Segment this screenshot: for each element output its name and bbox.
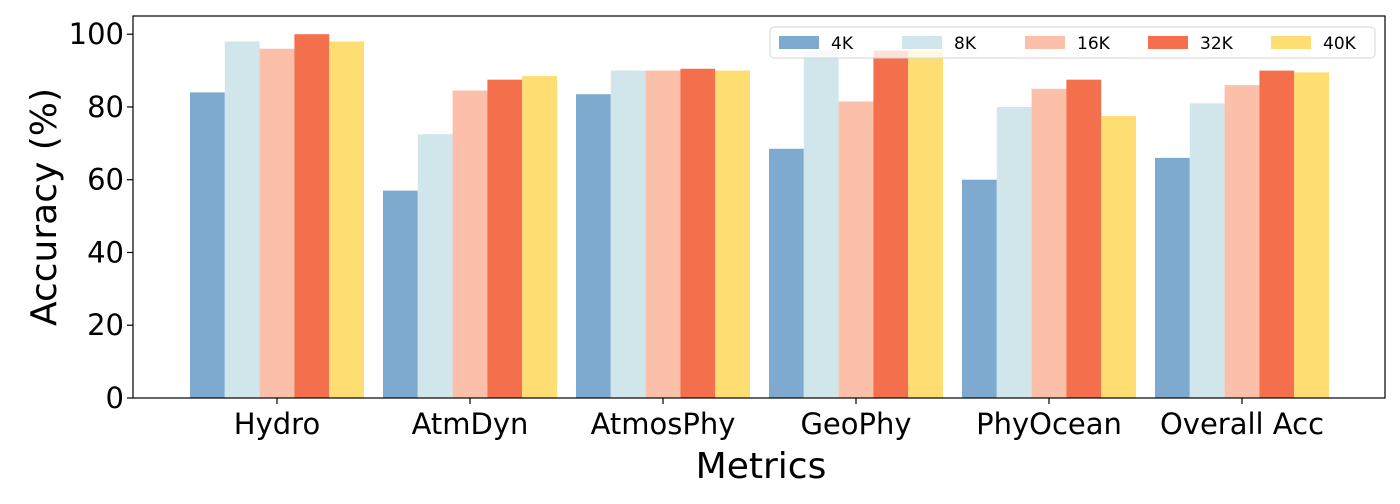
- y-axis-title: Accuracy (%): [24, 88, 65, 326]
- legend-swatch-8k: [902, 36, 942, 49]
- bar-4k-hydro: [190, 92, 225, 399]
- bar-16k-geophy: [838, 101, 874, 398]
- y-tick-label: 20: [87, 308, 124, 342]
- bar-32k-geophy: [873, 50, 909, 399]
- x-tick-label: AtmDyn: [412, 407, 529, 441]
- x-tick-label: PhyOcean: [976, 407, 1122, 441]
- y-tick-label: 60: [87, 163, 124, 197]
- bar-32k-overall-acc: [1259, 70, 1295, 399]
- x-axis: Hydro AtmDyn AtmosPhy GeoPhy PhyOcean Overall…: [234, 398, 1324, 441]
- bar-40k-overall-acc: [1294, 72, 1329, 398]
- legend-label-40k: 40K: [1323, 34, 1357, 54]
- x-tick-label: AtmosPhy: [591, 407, 736, 441]
- legend-label-4k: 4K: [831, 34, 854, 54]
- bar-40k-atmdyn: [522, 76, 557, 399]
- bar-4k-overall-acc: [1155, 157, 1190, 398]
- bar-40k-hydro: [329, 41, 364, 398]
- y-axis: 0 20 40 60 80 100: [69, 17, 133, 415]
- bar-8k-atmdyn: [417, 134, 453, 398]
- bar-8k-overall-acc: [1189, 103, 1225, 399]
- bar-40k-geophy: [908, 50, 943, 399]
- x-tick-label: Overall Acc: [1160, 407, 1324, 441]
- legend-swatch-32k: [1148, 36, 1188, 49]
- bar-16k-phyocean: [1031, 88, 1067, 398]
- bar-32k-phyocean: [1066, 79, 1102, 399]
- legend-swatch-4k: [779, 36, 819, 49]
- legend-label-32k: 32K: [1200, 34, 1234, 54]
- bar-4k-phyocean: [962, 179, 997, 398]
- y-tick-label: 80: [87, 90, 124, 124]
- legend-label-16k: 16K: [1077, 34, 1111, 54]
- x-tick-label: Hydro: [234, 407, 320, 441]
- y-tick-label: 40: [87, 235, 124, 269]
- bar-32k-atmosphy: [680, 68, 716, 398]
- legend-box: [769, 26, 1376, 59]
- bar-4k-atmdyn: [383, 190, 418, 398]
- x-axis-title: Metrics: [696, 446, 827, 487]
- legend: 4K 8K 16K 32K 40K: [769, 26, 1376, 59]
- legend-swatch-40k: [1271, 36, 1311, 49]
- bar-40k-atmosphy: [715, 70, 750, 399]
- bars-layer: [190, 34, 1329, 399]
- bar-8k-hydro: [224, 41, 260, 398]
- bar-32k-hydro: [294, 34, 330, 398]
- bar-16k-hydro: [259, 48, 295, 398]
- bar-4k-atmosphy: [576, 94, 611, 398]
- y-tick-label: 100: [69, 17, 124, 51]
- x-tick-label: GeoPhy: [800, 407, 911, 441]
- bar-8k-phyocean: [996, 106, 1032, 398]
- plot-frame: [132, 15, 1386, 399]
- bar-16k-atmosphy: [645, 70, 681, 399]
- bar-32k-atmdyn: [487, 79, 523, 399]
- bar-4k-geophy: [769, 148, 804, 398]
- bar-16k-overall-acc: [1224, 85, 1260, 398]
- bar-40k-phyocean: [1101, 116, 1136, 399]
- legend-label-8k: 8K: [954, 34, 977, 54]
- bar-16k-atmdyn: [452, 90, 488, 398]
- bar-8k-geophy: [803, 50, 839, 399]
- legend-swatch-16k: [1025, 36, 1065, 49]
- bar-8k-atmosphy: [610, 70, 646, 399]
- y-tick-label: 0: [106, 381, 124, 415]
